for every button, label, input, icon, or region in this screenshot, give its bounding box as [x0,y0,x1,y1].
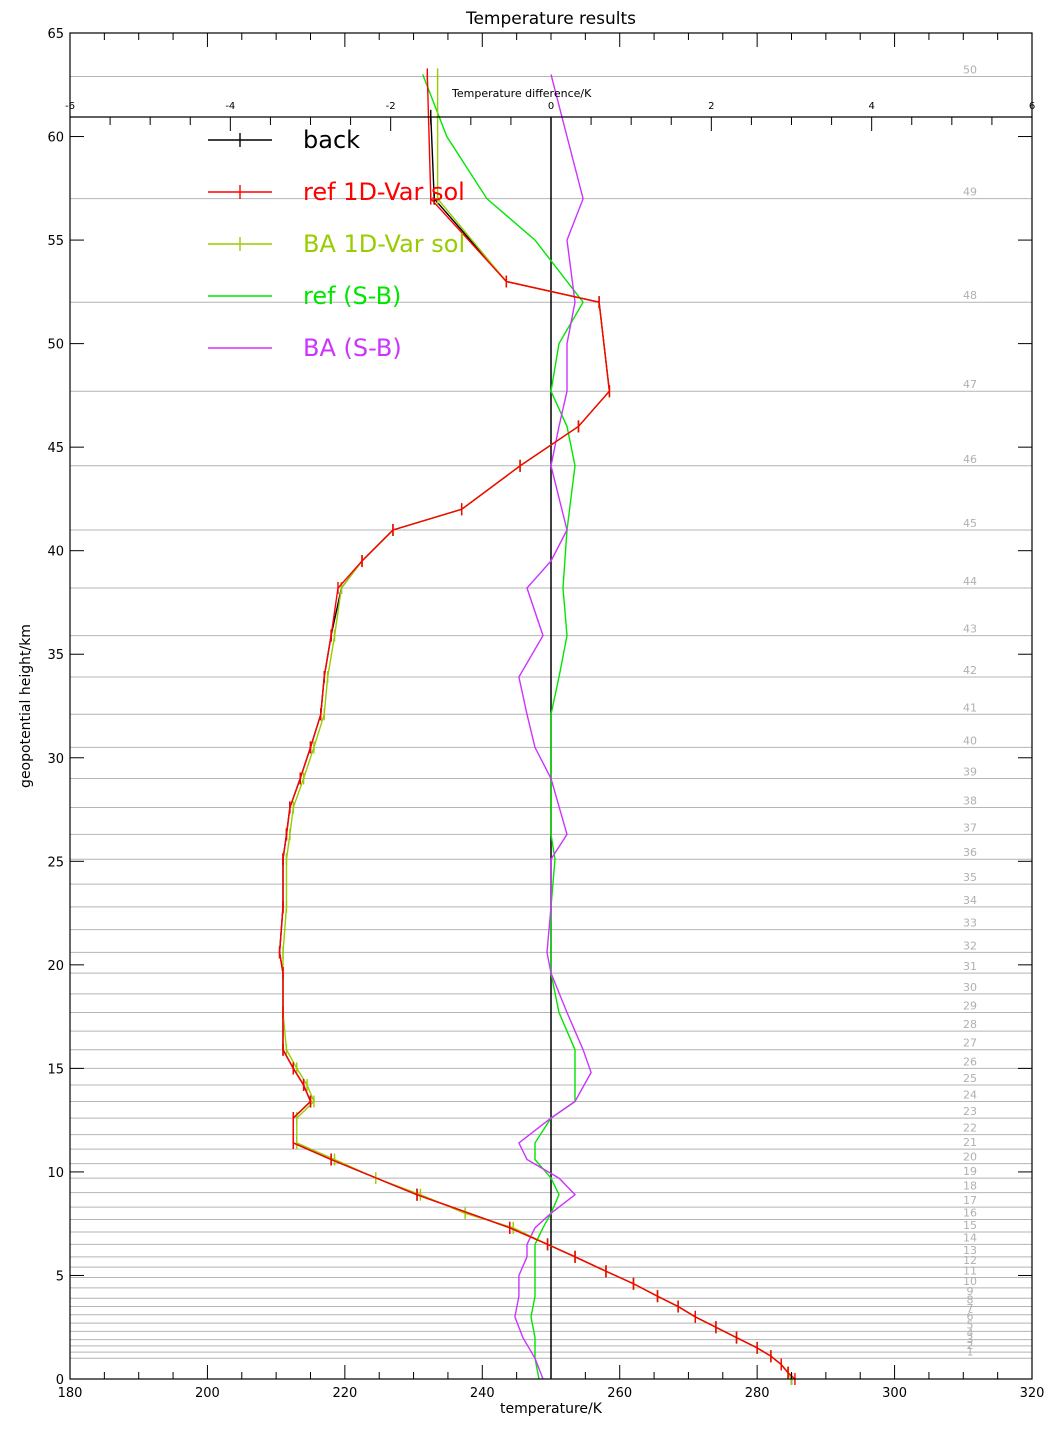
y-tick-label: 55 [47,234,64,249]
x-tick-label: 260 [607,1386,632,1401]
level-label: 25 [963,1072,977,1085]
x-tick-label: 240 [470,1386,495,1401]
y-tick-label: 35 [47,648,64,663]
level-label: 15 [963,1219,977,1232]
series-line [514,74,592,1380]
level-label: 13 [963,1244,977,1257]
ticks: 180 200 220 240 260 280 300 3200510152025303540… [47,27,1044,1401]
y-tick-label: 45 [47,441,64,456]
level-label: 47 [963,378,977,391]
top-axis-label: Temperature difference/K [451,87,592,100]
y-tick-label: 10 [47,1166,64,1181]
y-tick-label: 15 [47,1062,64,1077]
level-label: 18 [963,1180,977,1193]
level-label: 1 [967,1345,974,1358]
x2-tick-label: 4 [868,101,874,112]
level-label: 4 [967,1327,974,1340]
level-label: 46 [963,453,977,466]
level-label: 44 [963,575,977,588]
level-label: 36 [963,846,977,859]
level-label: 11 [963,1265,977,1278]
chart-title: Temperature results [465,9,636,29]
level-label: 43 [963,623,977,636]
level-label: 21 [963,1136,977,1149]
series-layer [278,68,796,1385]
y-tick-label: 50 [47,338,64,353]
legend-label: BA 1D-Var sol [303,230,465,258]
level-label: 48 [963,289,977,302]
legend-label: BA (S-B) [303,334,402,362]
y-tick-label: 65 [47,27,64,42]
level-label: 35 [963,871,977,884]
level-label: 14 [963,1231,977,1244]
y-tick-label: 0 [56,1373,64,1388]
level-label: 24 [963,1089,977,1102]
legend: back ref 1D-Var sol BA 1D-Var sol ref (S-B)… [208,126,465,362]
x-tick-label: 280 [745,1386,770,1401]
x2-tick-label: 0 [548,101,554,112]
series-line [278,74,796,1380]
level-label: 19 [963,1165,977,1178]
x-tick-label: 320 [1020,1386,1045,1401]
level-label: 9 [967,1285,974,1298]
x2-tick-label: 2 [708,101,714,112]
level-label: 20 [963,1151,977,1164]
y-tick-label: 25 [47,855,64,870]
level-label: 3 [967,1333,974,1346]
level-label: 30 [963,981,977,994]
level-label: 41 [963,701,977,714]
level-label: 32 [963,939,977,952]
level-label: 17 [963,1194,977,1207]
y-axis-label: geopotential height/km [18,624,34,788]
x-tick-label: 180 [58,1386,83,1401]
y-tick-label: 40 [47,545,64,560]
level-label: 37 [963,821,977,834]
y-tick-label: 30 [47,752,64,767]
x2-tick-label: -2 [386,101,396,112]
level-label: 6 [967,1310,974,1323]
level-label: 27 [963,1037,977,1050]
level-label: 2 [967,1339,974,1352]
series-line [422,74,584,1380]
x2-tick-label: 6 [1029,101,1035,112]
level-label: 12 [963,1254,977,1267]
level-label: 50 [963,63,977,76]
level-label: 31 [963,960,977,973]
legend-label: ref (S-B) [303,282,401,310]
level-label: 34 [963,894,977,907]
x-axis-label: temperature/K [500,1401,603,1417]
x-tick-label: 220 [332,1386,357,1401]
level-label: 38 [963,794,977,807]
level-label: 49 [963,186,977,199]
y-tick-label: 5 [56,1269,64,1284]
legend-label: ref 1D-Var sol [303,178,465,206]
level-label: 5 [967,1318,974,1331]
level-label: 8 [967,1294,974,1307]
level-label: 7 [967,1302,974,1315]
x-tick-label: 200 [195,1386,220,1401]
level-label: 40 [963,734,977,747]
x-tick-label: 300 [882,1386,907,1401]
level-label: 28 [963,1018,977,1031]
level-label: 29 [963,999,977,1012]
y-tick-label: 20 [47,959,64,974]
level-label: 10 [963,1275,977,1288]
level-label: 45 [963,517,977,530]
level-label: 23 [963,1105,977,1118]
x2-tick-label: -6 [65,101,75,112]
level-label: 22 [963,1122,977,1135]
level-label: 42 [963,664,977,677]
x2-tick-label: -4 [225,101,235,112]
level-label: 33 [963,917,977,930]
level-label: 26 [963,1055,977,1068]
y-tick-label: 60 [47,131,64,146]
level-label: 16 [963,1207,977,1220]
legend-label: back [303,126,360,154]
level-label: 39 [963,765,977,778]
